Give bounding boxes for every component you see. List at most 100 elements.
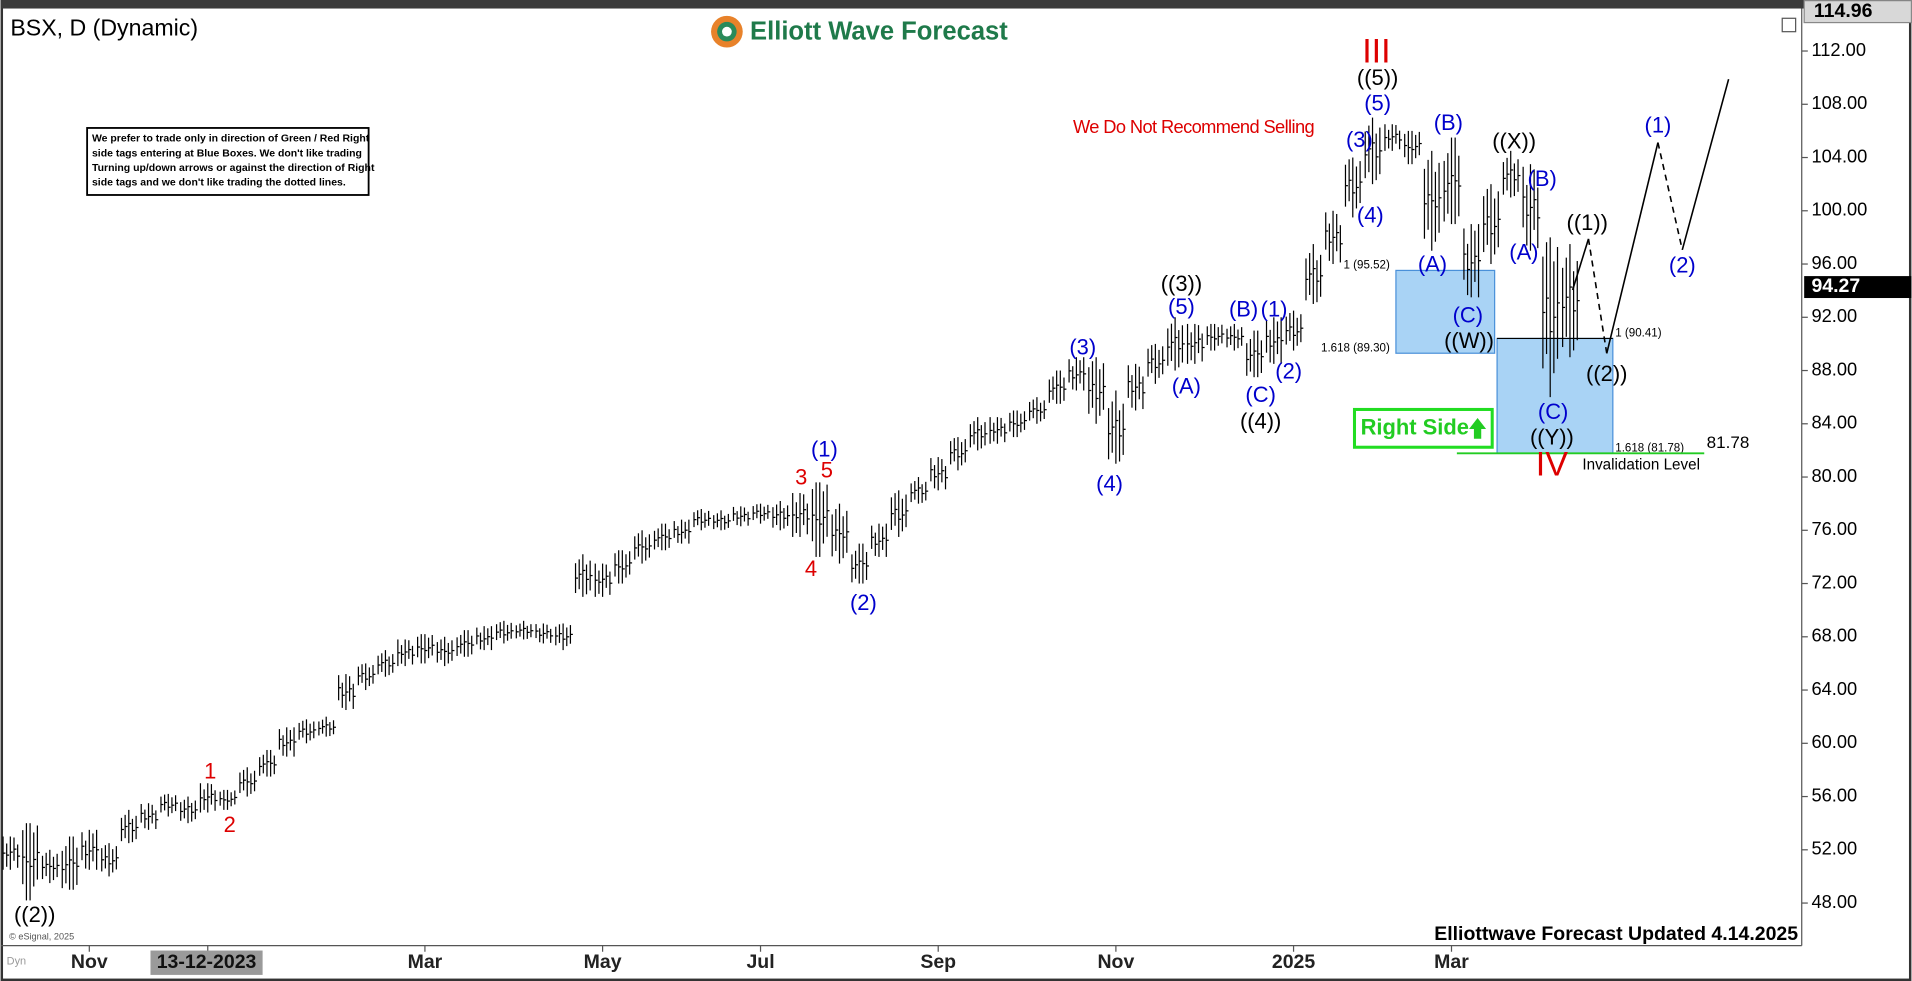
price-bar <box>1542 237 1560 398</box>
wave-label: 5 <box>821 457 833 482</box>
price-bar <box>259 749 277 777</box>
settings-icon[interactable] <box>1781 17 1797 33</box>
price-bar <box>81 829 100 870</box>
price-bar <box>1147 343 1166 384</box>
x-tick-label: Mar <box>408 951 443 973</box>
high-marker-label: 114.96 <box>1814 0 1873 22</box>
price-bar <box>1206 323 1225 351</box>
high-marker-tag <box>1803 0 1912 24</box>
warning: We Do Not Recommend Selling <box>1073 116 1314 137</box>
logo: Elliott Wave Forecast <box>711 15 1008 48</box>
price-bar <box>930 457 948 491</box>
price-bar <box>1384 124 1403 151</box>
footer: Elliottwave Forecast Updated 4.14.2025 <box>1434 923 1798 945</box>
price-bar <box>120 809 139 844</box>
y-tick-label: 84.00 <box>1811 412 1857 433</box>
price-bar <box>1226 323 1245 351</box>
price-bar <box>357 663 376 691</box>
wave-label: (4) <box>1357 203 1384 228</box>
wave-label: (2) <box>850 590 877 615</box>
y-tick-label: 72.00 <box>1811 571 1857 592</box>
wave-label: (B) <box>1434 110 1463 135</box>
price-bar <box>535 623 554 644</box>
wave-label: (A) <box>1418 251 1447 276</box>
y-tick-label: 76.00 <box>1811 518 1857 539</box>
projection-dashed <box>1657 142 1684 250</box>
price-bar <box>377 650 396 677</box>
wave-label: (A) <box>1509 239 1538 264</box>
right-side-text: Right Side <box>1361 415 1469 440</box>
price-bar <box>41 849 60 884</box>
price-bar <box>436 636 455 667</box>
zone-upper-label: 1 (90.41) <box>1615 328 1661 340</box>
invalidation-value: 81.78 <box>1707 433 1750 452</box>
wave-label: ((2)) <box>1586 361 1627 386</box>
price-bar <box>298 719 317 744</box>
price-bar <box>2 836 21 870</box>
wave-label: ((2)) <box>14 902 55 927</box>
price-bar <box>1344 157 1363 218</box>
wave-label: IV <box>1536 446 1568 484</box>
x-tick-label: Nov <box>1097 951 1134 973</box>
note-box: We prefer to trade only in direction of … <box>86 127 375 196</box>
wave-label: ((5)) <box>1357 65 1398 90</box>
price-bar <box>1107 390 1126 464</box>
logo-icon-core <box>722 26 732 37</box>
x-tick-label: Mar <box>1434 951 1469 973</box>
projection <box>1605 142 1659 354</box>
wave-label: (1) <box>1645 113 1672 138</box>
zone-lower-label: 1.618 (89.30) <box>1321 342 1390 354</box>
price-bar <box>772 501 791 531</box>
wave-label: (5) <box>1168 294 1195 319</box>
wave-label: (B) <box>1229 297 1258 322</box>
price-bar <box>239 767 257 797</box>
price-bar <box>1483 184 1501 265</box>
wave-label: 1 <box>204 758 216 783</box>
price-bar <box>1522 164 1541 251</box>
price-bar <box>673 519 692 544</box>
y-tick-label: 88.00 <box>1811 358 1857 379</box>
y-tick-label: 92.00 <box>1811 305 1857 326</box>
price-bar <box>1246 330 1264 378</box>
zone-upper-label: 1 (95.52) <box>1344 260 1390 272</box>
last-price-label: 94.27 <box>1811 275 1860 297</box>
price-bar <box>594 563 613 597</box>
price-bar <box>989 417 1008 444</box>
price-bar <box>1502 150 1521 198</box>
price-bar <box>1364 117 1383 185</box>
price-bar <box>1088 357 1106 424</box>
price-bar <box>950 437 968 471</box>
x-tick-label: Nov <box>71 951 108 973</box>
price-bar <box>752 503 771 524</box>
x-tick-label: 2025 <box>1272 951 1316 973</box>
x-tick-label: Jul <box>746 951 774 973</box>
price-bar <box>1463 224 1481 298</box>
price-bar <box>199 783 218 813</box>
wave-label: ((X)) <box>1492 128 1536 153</box>
price-bar <box>792 493 810 537</box>
price-bar <box>338 674 356 711</box>
price-bar <box>219 789 238 810</box>
price-bar <box>634 530 652 564</box>
right-side-tag: Right Side <box>1352 407 1494 449</box>
price-bar <box>1048 370 1067 404</box>
y-tick-label: 112.00 <box>1811 39 1866 60</box>
price-bar <box>160 793 179 817</box>
y-tick-label: 56.00 <box>1811 784 1857 805</box>
y-tick-label: 52.00 <box>1811 838 1857 859</box>
price-bar <box>1325 210 1343 265</box>
brand: Elliott Wave Forecast <box>750 18 1008 46</box>
price-bar <box>1443 137 1462 225</box>
wave-label: 4 <box>805 556 817 581</box>
wave-label: (A) <box>1172 373 1201 398</box>
price-bar <box>1167 317 1185 371</box>
wave-label: (B) <box>1528 166 1557 191</box>
wave-label: III <box>1362 33 1390 71</box>
price-bar <box>495 620 514 644</box>
x-tick-label: May <box>584 951 622 973</box>
note-line: side tags and we don't like trading the … <box>92 178 346 189</box>
wave-label: (C) <box>1245 382 1275 407</box>
price-bar <box>851 543 869 584</box>
